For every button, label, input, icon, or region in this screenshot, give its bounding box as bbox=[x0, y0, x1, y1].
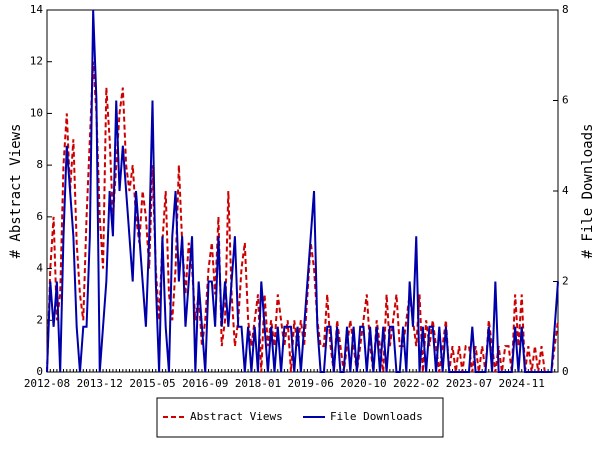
plot-frame bbox=[46, 9, 559, 373]
x-tick-label: 2022-02 bbox=[393, 377, 439, 390]
y-tick-label: 8 bbox=[36, 158, 43, 171]
x-tick-label: 2016-09 bbox=[182, 377, 228, 390]
series-line bbox=[46, 61, 559, 373]
y2-tick-label: 4 bbox=[562, 184, 569, 197]
x-tick-label: 2015-05 bbox=[129, 377, 175, 390]
x-tick-label: 2024-11 bbox=[499, 377, 545, 390]
y-tick-label: 6 bbox=[36, 210, 43, 223]
x-tick-label: 2018-01 bbox=[235, 377, 281, 390]
x-tick-label: 2013-12 bbox=[77, 377, 123, 390]
legend-box bbox=[156, 397, 444, 438]
y-tick-label: 4 bbox=[36, 262, 43, 275]
y2-tick-label: 0 bbox=[562, 365, 569, 378]
y-tick-label: 2 bbox=[36, 313, 43, 326]
x-tick-label: 2012-08 bbox=[24, 377, 70, 390]
y2-tick-label: 2 bbox=[562, 275, 569, 288]
x-tick-label: 2023-07 bbox=[446, 377, 492, 390]
y2-tick-label: 8 bbox=[562, 3, 569, 16]
y-tick-label: 0 bbox=[36, 365, 43, 378]
y-tick-label: 14 bbox=[30, 3, 44, 16]
y2-axis-label: # File Downloads bbox=[580, 124, 596, 259]
series-line bbox=[46, 9, 559, 373]
y2-tick-label: 6 bbox=[562, 94, 569, 107]
y-tick-label: 12 bbox=[30, 55, 43, 68]
y-tick-label: 10 bbox=[30, 106, 43, 119]
x-tick-label: 2019-06 bbox=[288, 377, 334, 390]
y-axis-label: # Abstract Views bbox=[8, 124, 24, 259]
x-tick-label: 2020-10 bbox=[340, 377, 386, 390]
legend-label: File Downloads bbox=[330, 410, 423, 423]
legend-label: Abstract Views bbox=[190, 410, 283, 423]
